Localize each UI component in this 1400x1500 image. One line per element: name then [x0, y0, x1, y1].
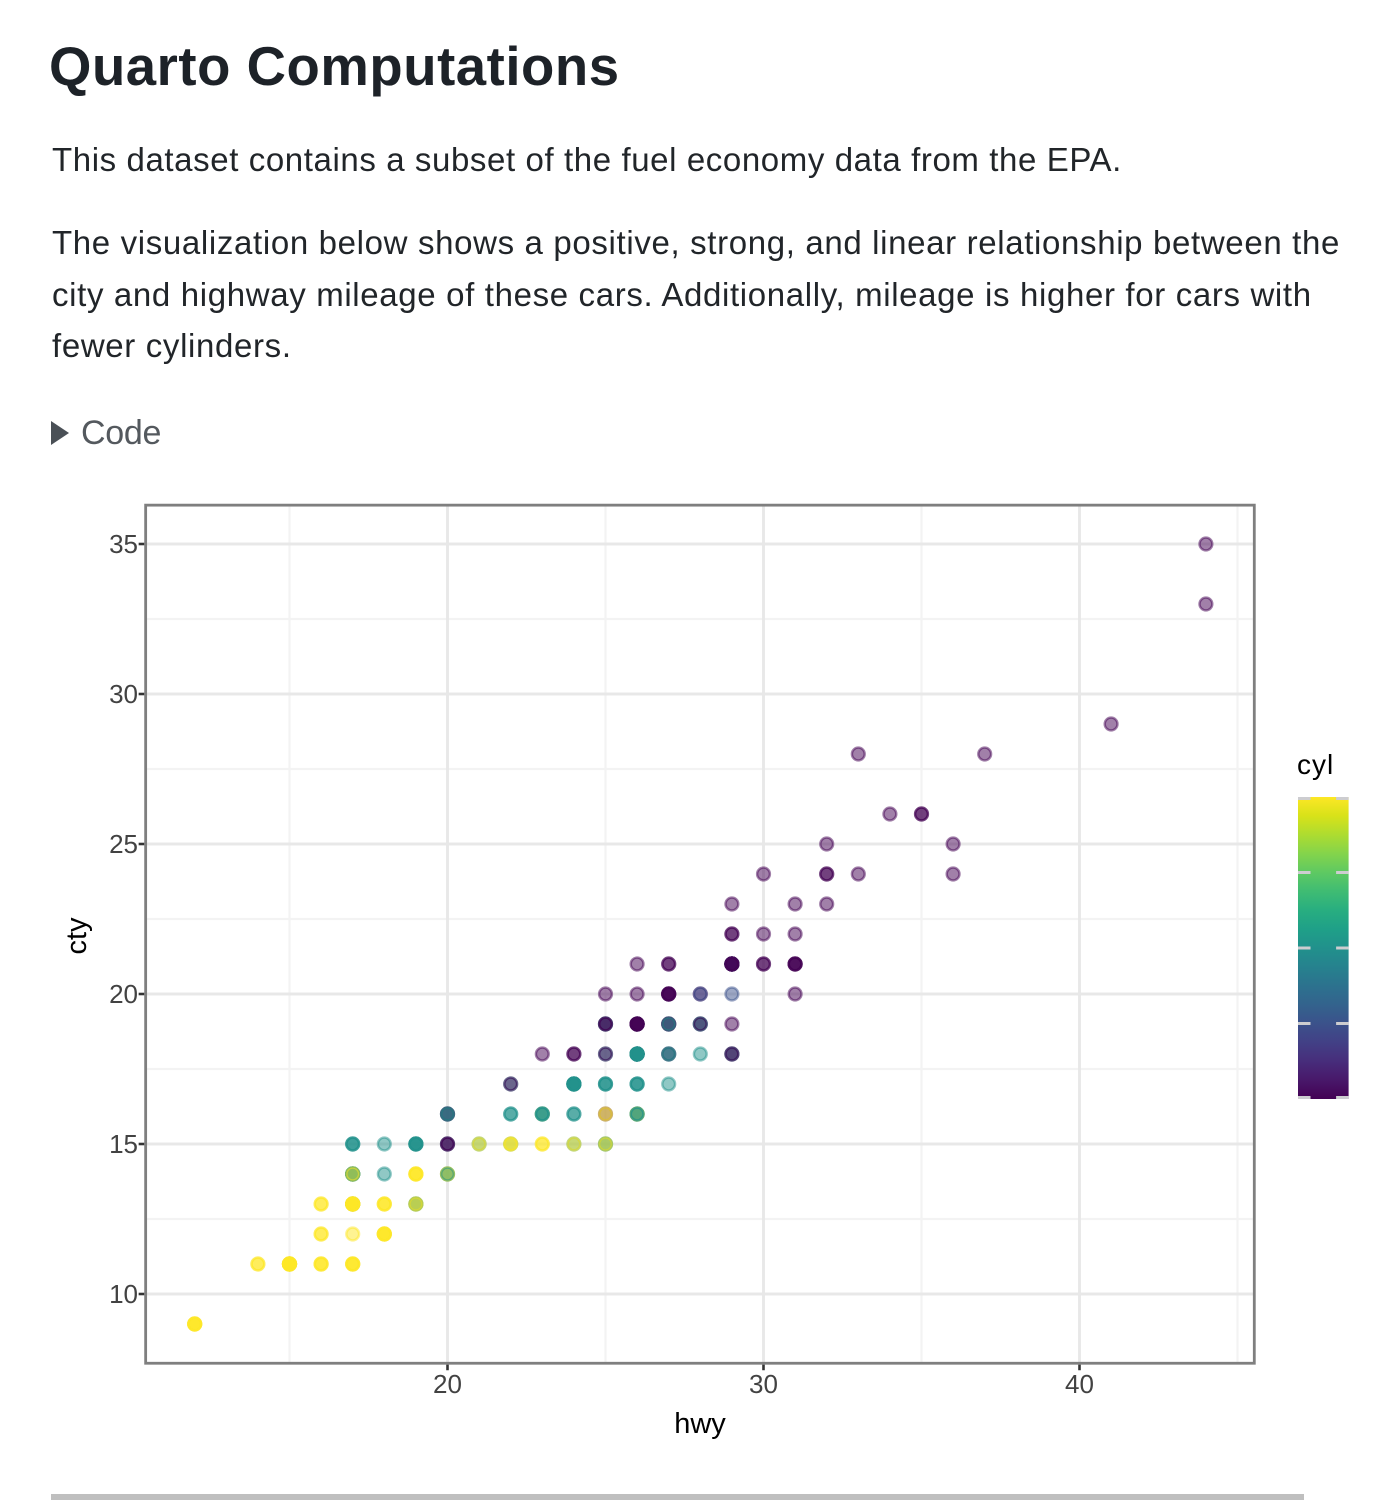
- svg-text:hwy: hwy: [674, 1408, 726, 1440]
- svg-text:30: 30: [749, 1369, 778, 1399]
- svg-text:20: 20: [109, 979, 138, 1009]
- svg-text:cty: cty: [61, 917, 93, 955]
- svg-text:35: 35: [109, 529, 138, 559]
- svg-text:40: 40: [1065, 1369, 1094, 1399]
- svg-text:10: 10: [109, 1279, 138, 1309]
- svg-text:25: 25: [109, 829, 138, 859]
- svg-text:30: 30: [109, 679, 138, 709]
- svg-text:15: 15: [109, 1129, 138, 1159]
- svg-text:20: 20: [433, 1369, 462, 1399]
- svg-text:cyl: cyl: [1297, 749, 1334, 780]
